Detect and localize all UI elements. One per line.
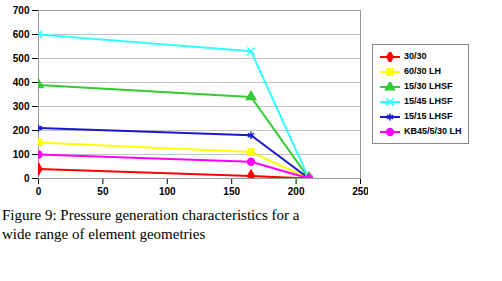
svg-text:250: 250 <box>352 186 368 197</box>
svg-text:200: 200 <box>13 125 30 136</box>
svg-text:50: 50 <box>97 186 109 197</box>
svg-text:400: 400 <box>13 77 30 88</box>
html-text:60/30 LH: 60/30 LH <box>404 66 441 76</box>
svg-text:700: 700 <box>13 5 30 16</box>
svg-text:100: 100 <box>159 186 176 197</box>
html-text:KB45/5/30 LH: KB45/5/30 LH <box>404 126 462 136</box>
html-text:15/15 LHSF: 15/15 LHSF <box>404 111 453 121</box>
html-text:15/30 LHSF: 15/30 LHSF <box>404 81 453 91</box>
svg-text:0: 0 <box>24 173 30 184</box>
html-text:Figure 9: Pressure generation: Figure 9: Pressure generation characteri… <box>2 207 300 242</box>
svg-text:100: 100 <box>13 149 30 160</box>
svg-text:500: 500 <box>13 53 30 64</box>
svg-text:200: 200 <box>288 186 305 197</box>
svg-text:600: 600 <box>13 29 30 40</box>
html-text:15/45 LHSF: 15/45 LHSF <box>404 96 453 106</box>
svg-text:0: 0 <box>36 186 42 197</box>
svg-text:300: 300 <box>13 101 30 112</box>
html-text:30/30: 30/30 <box>404 51 427 61</box>
svg-text:150: 150 <box>223 186 240 197</box>
